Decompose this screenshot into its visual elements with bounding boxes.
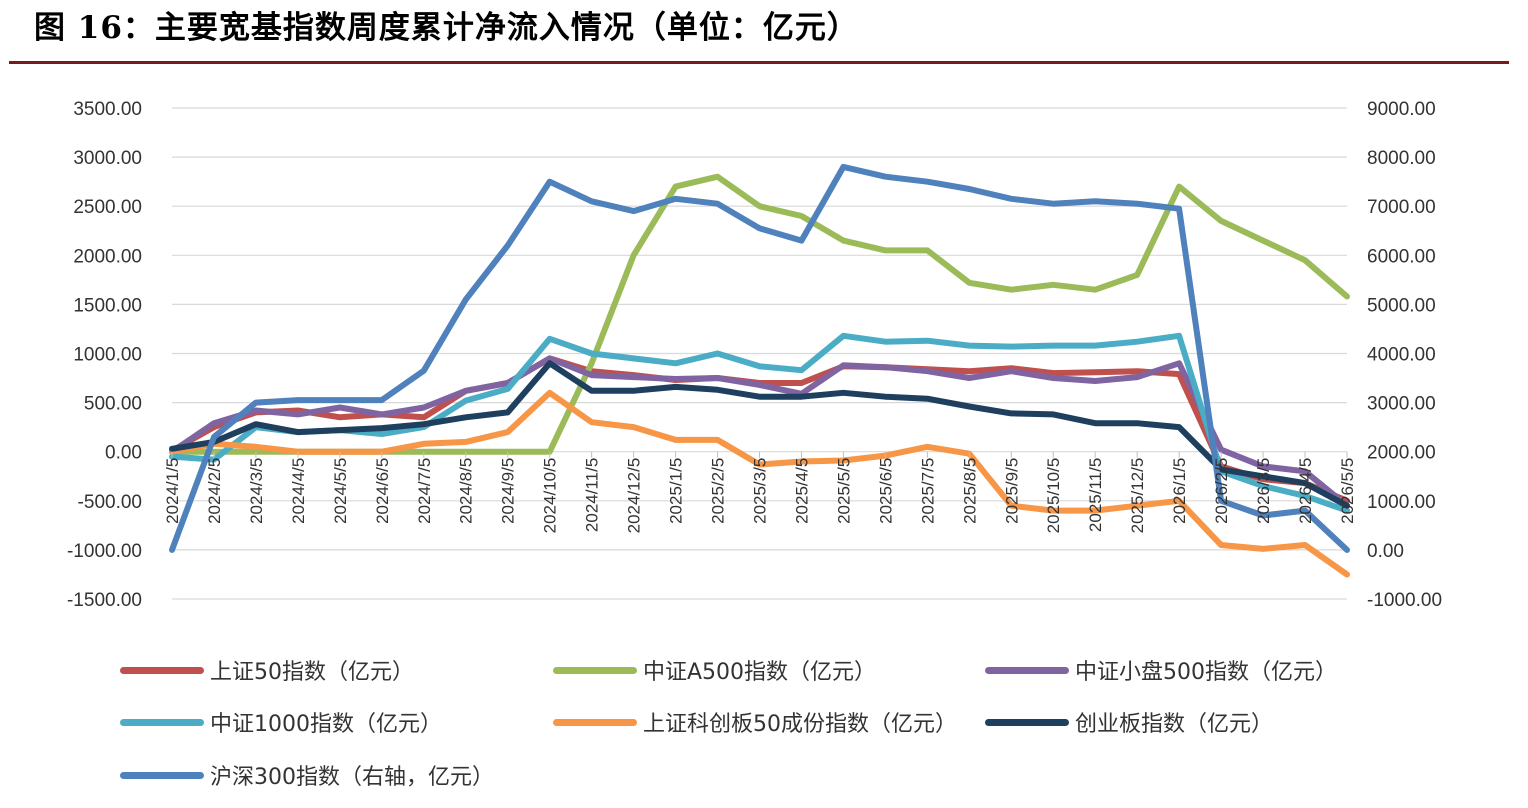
x-tick-label: 2026/1/5 xyxy=(1170,458,1189,524)
x-tick-label: 2025/1/5 xyxy=(667,458,686,524)
right-tick-label: 6000.00 xyxy=(1367,246,1436,267)
x-tick-label: 2025/9/5 xyxy=(1002,458,1021,524)
left-tick-label: 500.00 xyxy=(84,394,142,415)
x-tick-label: 2024/4/5 xyxy=(289,458,308,524)
x-tick-label: 2024/9/5 xyxy=(499,458,518,524)
right-tick-label: 0.00 xyxy=(1367,541,1404,562)
x-tick-label: 2025/3/5 xyxy=(751,458,770,524)
left-tick-label: 2500.00 xyxy=(73,197,142,218)
series-line-2 xyxy=(169,355,1350,509)
x-tick-label: 2026/3/5 xyxy=(1254,458,1273,524)
grid-lines xyxy=(172,107,1347,600)
x-tick-label: 2025/10/5 xyxy=(1044,458,1063,534)
left-tick-label: -1500.00 xyxy=(67,590,142,611)
series-line-6 xyxy=(169,163,1350,553)
x-tick-label: 2025/12/5 xyxy=(1128,458,1147,534)
series-line-4 xyxy=(169,389,1350,578)
right-tick-label: 3000.00 xyxy=(1367,394,1436,415)
x-axis-ticks: 2024/1/5 2024/2/5 2024/3/5 2024/4/5 2024/5/5… xyxy=(163,451,1357,534)
series-line-5 xyxy=(169,360,1350,509)
x-tick-label: 2026/5/5 xyxy=(1338,458,1357,524)
left-axis-ticks: -1500.00 -1000.00 -500.00 0.00 500.00 1000.00… xyxy=(67,99,142,611)
left-tick-label: 3500.00 xyxy=(73,99,142,120)
right-tick-label: 4000.00 xyxy=(1367,345,1436,366)
left-tick-label: -500.00 xyxy=(78,492,142,513)
x-tick-label: 2025/8/5 xyxy=(960,458,979,524)
left-tick-label: 1500.00 xyxy=(73,295,142,316)
right-axis-ticks: -1000.00 0.00 1000.00 2000.00 3000.00 4000.00… xyxy=(1367,99,1442,611)
left-tick-label: -1000.00 xyxy=(67,541,142,562)
right-tick-label: 5000.00 xyxy=(1367,295,1436,316)
x-tick-label: 2024/5/5 xyxy=(331,458,350,524)
x-tick-label: 2024/6/5 xyxy=(373,458,392,524)
right-tick-label: 8000.00 xyxy=(1367,148,1436,169)
x-tick-label: 2024/7/5 xyxy=(415,458,434,524)
x-tick-label: 2026/4/5 xyxy=(1296,458,1315,524)
x-tick-label: 2024/3/5 xyxy=(247,458,266,524)
right-tick-label: -1000.00 xyxy=(1367,590,1442,611)
left-tick-label: 2000.00 xyxy=(73,246,142,267)
x-tick-label: 2025/2/5 xyxy=(709,458,728,524)
x-tick-label: 2025/5/5 xyxy=(834,458,853,524)
left-tick-label: 3000.00 xyxy=(73,148,142,169)
right-tick-label: 9000.00 xyxy=(1367,99,1436,120)
right-tick-label: 7000.00 xyxy=(1367,197,1436,218)
x-tick-label: 2025/11/5 xyxy=(1086,458,1105,532)
x-tick-label: 2024/1/5 xyxy=(163,458,182,524)
x-tick-label: 2026/2/5 xyxy=(1212,458,1231,524)
figure-title: 图 16：主要宽基指数周度累计净流入情况（单位：亿元） xyxy=(34,10,859,46)
left-tick-label: 1000.00 xyxy=(73,345,142,366)
series-lines xyxy=(169,163,1350,578)
x-tick-label: 2024/8/5 xyxy=(457,458,476,524)
x-tick-label: 2025/4/5 xyxy=(792,458,811,524)
right-tick-label: 1000.00 xyxy=(1367,492,1436,513)
title-divider xyxy=(9,61,1509,64)
left-tick-label: 0.00 xyxy=(105,443,142,464)
x-tick-label: 2024/10/5 xyxy=(541,458,560,534)
x-tick-label: 2025/7/5 xyxy=(918,458,937,524)
x-tick-label: 2024/2/5 xyxy=(205,458,224,524)
x-tick-label: 2024/12/5 xyxy=(625,458,644,534)
x-tick-label: 2025/6/5 xyxy=(876,458,895,524)
series-line-3 xyxy=(169,332,1350,514)
right-tick-label: 2000.00 xyxy=(1367,443,1436,464)
x-tick-label: 2024/11/5 xyxy=(583,458,602,532)
